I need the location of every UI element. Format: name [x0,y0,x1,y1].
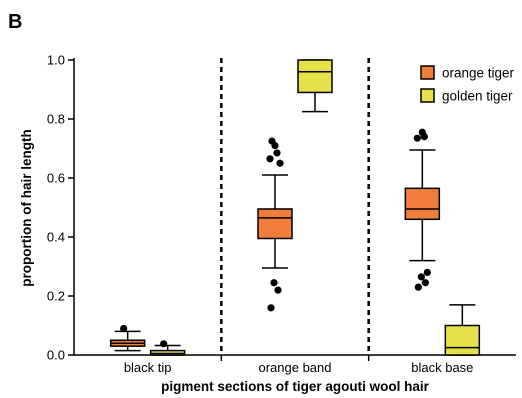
box [404,187,441,221]
outlier-point [421,279,429,287]
outlier-point [418,128,426,136]
legend-label: golden tiger [442,89,513,104]
y-tick-label: 0.0 [47,348,65,363]
box [444,324,481,356]
outlier-point [268,137,276,145]
x-tick-label: black base [411,360,473,375]
legend-swatch [420,65,435,80]
legend-swatch [420,88,435,103]
y-axis-label: proportion of hair length [19,129,34,286]
y-tick-label: 0.2 [47,289,65,304]
panel-label: B [8,11,22,33]
y-tick-label: 0.8 [47,112,65,127]
outlier-point [417,273,425,281]
outlier-point [160,340,168,348]
outlier-point [270,279,278,287]
box [297,59,333,94]
x-tick-label: black tip [124,360,172,375]
x-axis-label: pigment sections of tiger agouti wool ha… [161,379,430,394]
legend-label: orange tiger [442,66,515,81]
outlier-point [267,304,275,312]
y-tick-label: 0.4 [47,230,65,245]
outlier-point [276,159,284,167]
outlier-point [413,134,421,142]
outlier-point [120,324,128,333]
box [257,208,293,240]
x-tick-label: orange band [258,360,331,375]
outlier-point [423,268,431,276]
plot-area: 0.0 0.2 0.4 0.6 0.8 1.0 black tip orange band bl… [47,53,516,375]
outlier-point [266,155,274,163]
y-tick-label: 1.0 [47,53,65,68]
outlier-point [273,149,281,157]
outlier-point [274,286,282,294]
outlier-point [414,283,422,291]
y-tick-label: 0.6 [47,171,65,186]
